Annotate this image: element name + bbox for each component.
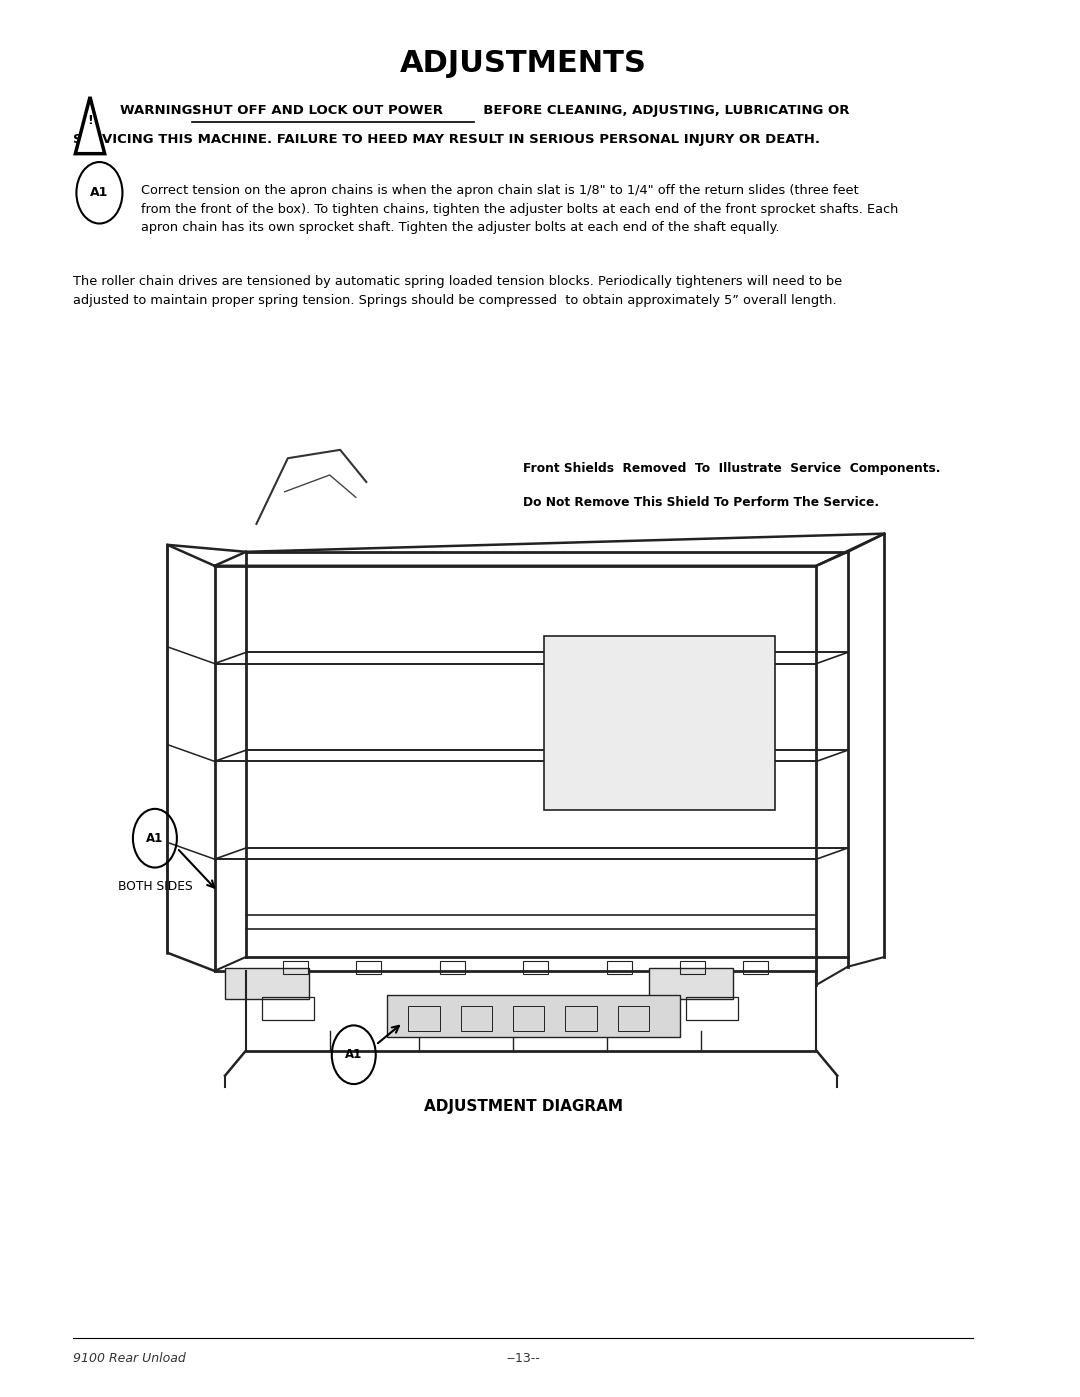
- Text: Do Not Remove This Shield To Perform The Service.: Do Not Remove This Shield To Perform The…: [524, 496, 879, 509]
- Text: Correct tension on the apron chains is when the apron chain slat is 1/8" to 1/4": Correct tension on the apron chains is w…: [141, 184, 899, 235]
- Bar: [225, 968, 309, 999]
- Text: A1: A1: [146, 831, 163, 845]
- Bar: [440, 961, 464, 974]
- Text: The roller chain drives are tensioned by automatic spring loaded tension blocks.: The roller chain drives are tensioned by…: [73, 275, 842, 307]
- Text: --13--: --13--: [507, 1352, 540, 1365]
- Bar: [460, 1006, 491, 1031]
- Bar: [544, 636, 774, 810]
- Text: Front Shields  Removed  To  Illustrate  Service  Components.: Front Shields Removed To Illustrate Serv…: [524, 462, 941, 475]
- Bar: [261, 997, 314, 1020]
- Text: WARNING:: WARNING:: [120, 103, 203, 117]
- Text: A1: A1: [91, 186, 109, 200]
- Bar: [355, 961, 381, 974]
- Bar: [649, 968, 732, 999]
- Bar: [388, 995, 680, 1037]
- Bar: [607, 961, 632, 974]
- Text: !: !: [87, 115, 93, 127]
- Bar: [686, 997, 738, 1020]
- Polygon shape: [76, 96, 105, 154]
- Text: ADJUSTMENT DIAGRAM: ADJUSTMENT DIAGRAM: [423, 1099, 623, 1115]
- Bar: [408, 1006, 440, 1031]
- Text: SHUT OFF AND LOCK OUT POWER: SHUT OFF AND LOCK OUT POWER: [191, 103, 443, 117]
- Bar: [565, 1006, 596, 1031]
- Text: 9100 Rear Unload: 9100 Rear Unload: [73, 1352, 186, 1365]
- Bar: [513, 1006, 544, 1031]
- Text: BEFORE CLEANING, ADJUSTING, LUBRICATING OR: BEFORE CLEANING, ADJUSTING, LUBRICATING …: [474, 103, 850, 117]
- Text: A1: A1: [346, 1048, 363, 1062]
- Bar: [524, 961, 549, 974]
- Bar: [283, 961, 308, 974]
- Text: SERVICING THIS MACHINE. FAILURE TO HEED MAY RESULT IN SERIOUS PERSONAL INJURY OR: SERVICING THIS MACHINE. FAILURE TO HEED …: [73, 133, 821, 147]
- Bar: [680, 961, 705, 974]
- Text: ADJUSTMENTS: ADJUSTMENTS: [400, 49, 647, 78]
- Text: BOTH SIDES: BOTH SIDES: [118, 880, 192, 893]
- Bar: [743, 961, 768, 974]
- Bar: [618, 1006, 649, 1031]
